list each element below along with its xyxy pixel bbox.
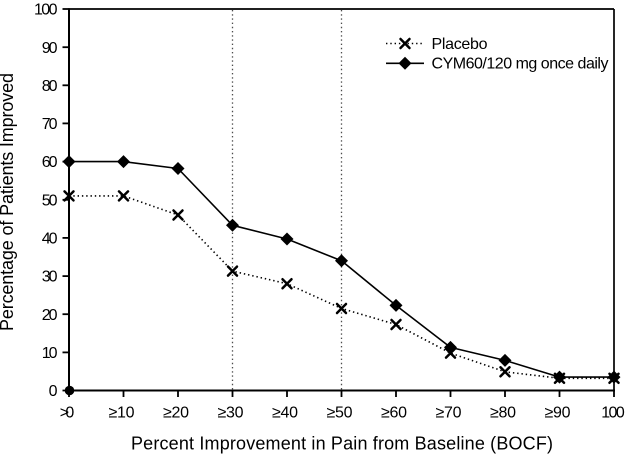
svg-text:50: 50 — [42, 192, 58, 209]
svg-text:≥40: ≥40 — [272, 405, 298, 422]
svg-text:80: 80 — [42, 78, 58, 95]
svg-text:Placebo: Placebo — [432, 36, 488, 53]
svg-text:90: 90 — [42, 40, 58, 57]
svg-text:20: 20 — [42, 307, 58, 324]
svg-text:≥50: ≥50 — [327, 405, 353, 422]
svg-text:≥60: ≥60 — [381, 405, 407, 422]
svg-text:>0: >0 — [60, 405, 75, 422]
svg-text:100: 100 — [601, 405, 625, 422]
svg-text:≥90: ≥90 — [545, 405, 571, 422]
svg-text:CYM60/120 mg once daily: CYM60/120 mg once daily — [432, 56, 609, 73]
svg-text:70: 70 — [42, 116, 58, 133]
svg-text:Percentage of Patients Improve: Percentage of Patients Improved — [0, 73, 17, 331]
svg-text:40: 40 — [42, 231, 58, 248]
svg-text:≥30: ≥30 — [218, 405, 244, 422]
svg-text:30: 30 — [42, 269, 58, 286]
svg-text:≥20: ≥20 — [163, 405, 189, 422]
svg-text:60: 60 — [42, 154, 58, 171]
svg-text:≥70: ≥70 — [436, 405, 462, 422]
svg-text:0: 0 — [49, 383, 58, 400]
svg-text:≥80: ≥80 — [490, 405, 516, 422]
svg-text:Percent Improvement in Pain fr: Percent Improvement in Pain from Baselin… — [131, 434, 553, 454]
svg-text:10: 10 — [42, 345, 58, 362]
svg-text:≥10: ≥10 — [109, 405, 135, 422]
svg-text:100: 100 — [34, 2, 58, 19]
